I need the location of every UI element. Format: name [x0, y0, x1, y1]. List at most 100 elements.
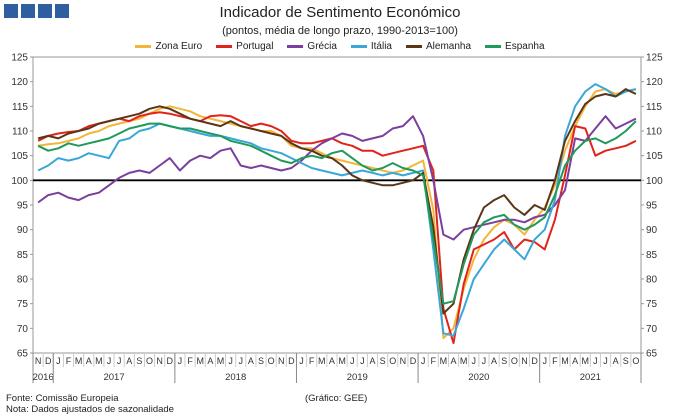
- x-month-label: J: [350, 356, 355, 366]
- x-month-label: M: [460, 356, 468, 366]
- legend-label: Itália: [370, 41, 392, 52]
- x-month-label: O: [632, 356, 639, 366]
- series-line-portugal: [37, 111, 637, 345]
- y-tick-label-right: 95: [646, 201, 658, 212]
- legend-swatch: [287, 45, 304, 48]
- x-month-label: J: [228, 356, 233, 366]
- x-month-label: N: [278, 356, 285, 366]
- x-month-label: S: [380, 356, 386, 366]
- y-tick-label-right: 125: [646, 53, 663, 64]
- x-month-label: N: [521, 356, 528, 366]
- logo: [4, 4, 69, 18]
- legend-swatch: [350, 45, 367, 48]
- y-tick-label-right: 100: [646, 176, 663, 187]
- x-month-label: J: [593, 356, 598, 366]
- x-month-label: D: [45, 356, 52, 366]
- x-month-label: D: [167, 356, 174, 366]
- series-line-it-lia: [37, 83, 637, 337]
- x-month-label: M: [338, 356, 346, 366]
- x-year-label: 2017: [103, 372, 124, 383]
- graphic-credit: (Gráfico: GEE): [305, 393, 368, 404]
- x-month-label: J: [542, 356, 547, 366]
- y-tick-label-left: 80: [17, 275, 29, 286]
- chart-legend: Zona Euro Portugal Grécia Itália Alemanha Esp…: [0, 41, 680, 52]
- series-line-espanha: [37, 120, 637, 305]
- x-month-label: D: [410, 356, 417, 366]
- legend-label: Zona Euro: [155, 41, 203, 52]
- x-month-label: O: [268, 356, 275, 366]
- x-month-label: S: [258, 356, 264, 366]
- legend-swatch: [135, 45, 152, 48]
- y-tick-label-left: 95: [17, 201, 29, 212]
- legend-item: Alemanha: [406, 41, 471, 52]
- y-tick-label-left: 75: [17, 299, 29, 310]
- x-month-label: S: [136, 356, 142, 366]
- y-tick-label-right: 80: [646, 275, 658, 286]
- x-month-label: F: [66, 356, 72, 366]
- x-year-label: 2019: [347, 372, 368, 383]
- x-month-label: N: [35, 356, 42, 366]
- x-month-label: J: [178, 356, 183, 366]
- y-tick-label-left: 100: [11, 176, 28, 187]
- x-month-label: A: [369, 356, 375, 366]
- x-month-label: M: [440, 356, 448, 366]
- legend-label: Alemanha: [426, 41, 472, 52]
- y-tick-label-right: 120: [646, 77, 663, 88]
- x-year-label: 2020: [468, 372, 489, 383]
- legend-label: Espanha: [505, 41, 545, 52]
- x-month-label: J: [603, 356, 608, 366]
- x-month-label: A: [207, 356, 213, 366]
- x-month-label: J: [482, 356, 487, 366]
- legend-swatch: [485, 45, 502, 48]
- chart-subtitle: (pontos, média de longo prazo, 1990-2013…: [222, 25, 458, 37]
- x-month-label: N: [156, 356, 163, 366]
- y-tick-label-right: 115: [646, 102, 662, 113]
- chart-title: Indicador de Sentimento Económico: [219, 4, 461, 21]
- x-month-label: A: [126, 356, 132, 366]
- y-tick-label-right: 110: [646, 127, 662, 138]
- x-month-label: J: [472, 356, 477, 366]
- x-month-label: O: [146, 356, 153, 366]
- x-month-label: O: [389, 356, 396, 366]
- y-tick-label-right: 75: [646, 299, 658, 310]
- x-year-label: 2018: [225, 372, 246, 383]
- y-tick-label-left: 105: [11, 151, 28, 162]
- x-month-label: J: [299, 356, 304, 366]
- x-month-label: A: [491, 356, 497, 366]
- y-tick-label-left: 125: [11, 53, 28, 64]
- y-tick-label-left: 110: [12, 127, 28, 138]
- x-month-label: M: [561, 356, 569, 366]
- y-tick-label-left: 90: [17, 225, 29, 236]
- x-month-label: J: [107, 356, 112, 366]
- y-tick-label-right: 90: [646, 225, 658, 236]
- y-tick-label-left: 115: [12, 102, 28, 113]
- x-month-label: M: [196, 356, 204, 366]
- x-month-label: A: [248, 356, 254, 366]
- x-month-label: A: [613, 356, 619, 366]
- x-month-label: J: [238, 356, 243, 366]
- legend-label: Grécia: [307, 41, 337, 52]
- seasonal-note: Nota: Dados ajustados de sazonalidade: [6, 404, 174, 415]
- x-month-label: S: [623, 356, 629, 366]
- legend-swatch: [216, 45, 233, 48]
- x-month-label: M: [95, 356, 103, 366]
- legend-item: Grécia: [287, 41, 337, 52]
- x-year-label: 2021: [580, 372, 601, 383]
- legend-swatch: [406, 45, 422, 48]
- x-month-label: S: [501, 356, 507, 366]
- y-tick-label-right: 85: [646, 250, 658, 261]
- x-month-label: M: [318, 356, 326, 366]
- y-tick-label-left: 85: [17, 250, 29, 261]
- source-note: Fonte: Comissão Europeia: [6, 393, 119, 404]
- x-month-label: F: [552, 356, 558, 366]
- x-month-label: M: [217, 356, 225, 366]
- x-month-label: O: [511, 356, 518, 366]
- x-month-label: F: [309, 356, 315, 366]
- y-tick-label-right: 65: [646, 349, 658, 360]
- series-line-alemanha: [37, 88, 637, 315]
- series-line-gr-cia: [37, 115, 637, 241]
- x-month-label: D: [531, 356, 538, 366]
- legend-item: Itália: [350, 41, 392, 52]
- legend-label: Portugal: [236, 41, 274, 52]
